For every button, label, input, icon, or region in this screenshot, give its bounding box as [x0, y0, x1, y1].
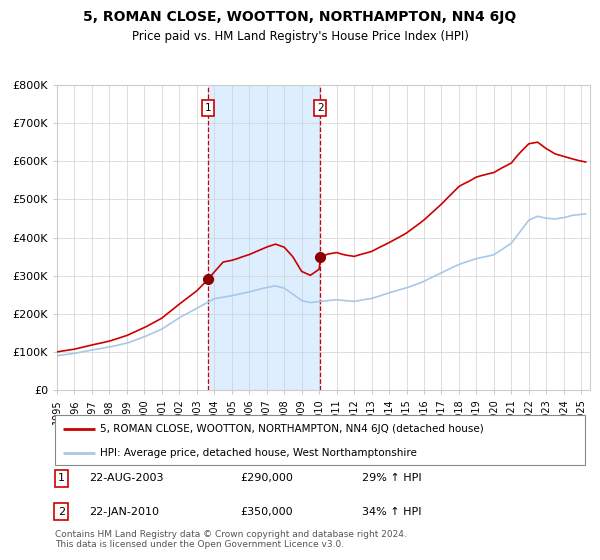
Text: Price paid vs. HM Land Registry's House Price Index (HPI): Price paid vs. HM Land Registry's House … — [131, 30, 469, 43]
Text: 1: 1 — [58, 473, 65, 483]
Text: £290,000: £290,000 — [241, 473, 293, 483]
Text: £350,000: £350,000 — [241, 507, 293, 517]
Text: 2: 2 — [58, 507, 65, 517]
Text: 2: 2 — [317, 103, 323, 113]
Text: HPI: Average price, detached house, West Northamptonshire: HPI: Average price, detached house, West… — [100, 447, 417, 458]
Text: 29% ↑ HPI: 29% ↑ HPI — [362, 473, 422, 483]
FancyBboxPatch shape — [55, 415, 585, 465]
Text: Contains HM Land Registry data © Crown copyright and database right 2024.
This d: Contains HM Land Registry data © Crown c… — [55, 530, 407, 549]
Text: 1: 1 — [205, 103, 211, 113]
Text: 22-AUG-2003: 22-AUG-2003 — [89, 473, 164, 483]
Text: 5, ROMAN CLOSE, WOOTTON, NORTHAMPTON, NN4 6JQ (detached house): 5, ROMAN CLOSE, WOOTTON, NORTHAMPTON, NN… — [100, 424, 484, 434]
Bar — [208, 85, 320, 390]
Text: 34% ↑ HPI: 34% ↑ HPI — [362, 507, 422, 517]
Text: 5, ROMAN CLOSE, WOOTTON, NORTHAMPTON, NN4 6JQ: 5, ROMAN CLOSE, WOOTTON, NORTHAMPTON, NN… — [83, 10, 517, 24]
Text: 22-JAN-2010: 22-JAN-2010 — [89, 507, 160, 517]
